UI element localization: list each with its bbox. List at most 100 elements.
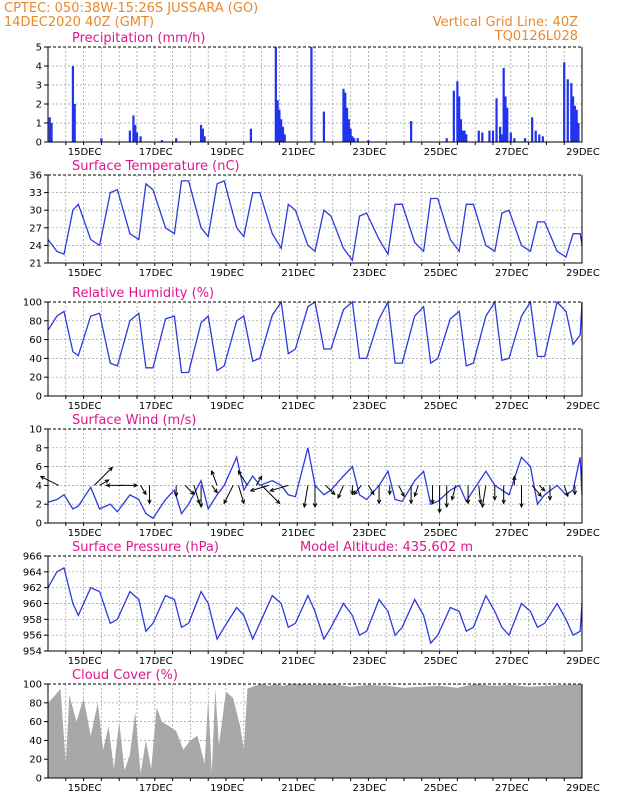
wind-vector [519, 485, 524, 509]
precipitation-xtick-label: 29DEC [566, 147, 600, 158]
precipitation-bar [523, 138, 527, 142]
precipitation-ytick-label: 4 [36, 62, 42, 73]
wind-xtick-label: 19DEC [210, 528, 244, 539]
humidity-xtick-label: 19DEC [210, 401, 244, 412]
wind-vector [465, 485, 471, 505]
temperature-xtick-label: 17DEC [139, 268, 173, 279]
cloud-ytick-label: 20 [29, 755, 42, 766]
wind-vector [223, 485, 234, 505]
precipitation-bar [513, 138, 516, 142]
precipitation-bar [342, 88, 345, 142]
temperature-ytick-label: 24 [29, 241, 42, 252]
cloud-ytick-label: 40 [29, 736, 42, 747]
pressure-ytick-label: 966 [23, 552, 42, 563]
precipitation-bar [566, 79, 569, 142]
wind-ytick-label: 10 [29, 425, 42, 436]
temperature-line [47, 180, 583, 262]
precipitation-bar [499, 126, 502, 142]
precipitation-bar [50, 123, 53, 142]
precipitation-bar [199, 124, 203, 142]
precipitation-xtick-label: 25DEC [424, 147, 458, 158]
precipitation-bar [310, 47, 313, 142]
precipitation-bar [347, 119, 350, 142]
humidity-ytick-label: 100 [23, 298, 42, 309]
precipitation-panel: Precipitation (mm/h) 0 1 2 3 4 5 15DEC 17DEC 19DE… [36, 31, 600, 158]
wind-title: Surface Wind (m/s) [72, 413, 196, 428]
precipitation-bar [491, 130, 495, 142]
cloud-xtick-label: 23DEC [353, 783, 387, 794]
wind-vector [39, 475, 59, 486]
temperature-xtick-label: 21DEC [281, 268, 315, 279]
wind-vector [408, 485, 414, 505]
precipitation-bar [139, 136, 142, 142]
cloud-title: Cloud Cover (%) [72, 668, 178, 683]
wind-ytick-label: 0 [36, 519, 42, 530]
humidity-xtick-label: 29DEC [566, 401, 600, 412]
pressure-xtick-label: 23DEC [353, 656, 387, 667]
wind-frame [47, 429, 583, 524]
header-date: 14DEC2020 40Z (GMT) [4, 15, 154, 30]
cloud-xtick-label: 29DEC [566, 783, 600, 794]
precipitation-bar [477, 130, 480, 142]
temperature-xtick-label: 23DEC [353, 268, 387, 279]
wind-vector [140, 485, 147, 496]
precipitation-bar [506, 107, 509, 142]
header-station: CPTEC: 050:38W-15:26S JUSSARA (GO) [4, 1, 258, 16]
temperature-xtick-label: 19DEC [210, 268, 244, 279]
wind-vector [210, 469, 218, 486]
cloud-xtick-label: 15DEC [68, 783, 102, 794]
precipitation-bar [463, 130, 466, 142]
cloud-panel: Cloud Cover (%) 0 20 40 60 80 100 15DEC 17DEC 19D… [23, 668, 600, 794]
temperature-panel: Surface Temperature (nC) 21 24 27 30 33 36 15DE… [29, 159, 600, 279]
wind-vector [269, 484, 289, 492]
precipitation-title: Precipitation (mm/h) [72, 31, 205, 46]
precipitation-bar [351, 136, 354, 142]
cloud-xtick-label: 27DEC [495, 783, 529, 794]
precipitation-bar [577, 123, 580, 142]
precipitation-ytick-label: 0 [36, 138, 42, 149]
wind-vector [572, 485, 578, 496]
precipitation-bar [541, 136, 544, 142]
humidity-xtick-label: 21DEC [281, 401, 315, 412]
wind-ytick-label: 6 [36, 462, 42, 473]
humidity-xtick-label: 17DEC [139, 401, 173, 412]
humidity-xtick-label: 27DEC [495, 401, 529, 412]
pressure-xtick-label: 29DEC [566, 656, 600, 667]
wind-vector [376, 485, 382, 505]
temperature-title: Surface Temperature (nC) [72, 159, 240, 174]
pressure-xtick-label: 15DEC [68, 656, 102, 667]
precipitation-bar [281, 126, 285, 142]
wind-vector [105, 483, 125, 488]
wind-vector [99, 479, 110, 486]
wind-ytick-label: 4 [36, 481, 42, 492]
pressure-title: Surface Pressure (hPa) [72, 540, 219, 555]
wind-vector [501, 485, 506, 505]
pressure-xtick-label: 25DEC [424, 656, 458, 667]
precipitation-bar [575, 109, 578, 142]
precipitation-bar [175, 138, 178, 142]
pressure-ytick-label: 956 [23, 631, 42, 642]
humidity-xtick-label: 25DEC [424, 401, 458, 412]
wind-vector [237, 470, 248, 486]
precipitation-bar [495, 98, 498, 142]
wind-vector [173, 485, 179, 498]
precipitation-bar [571, 96, 575, 142]
precipitation-bar [456, 81, 459, 142]
humidity-ytick-label: 0 [36, 392, 42, 403]
wind-vector [437, 485, 442, 514]
wind-xtick-label: 29DEC [566, 528, 600, 539]
pressure-xtick-label: 19DEC [210, 656, 244, 667]
humidity-ytick-label: 60 [29, 335, 42, 346]
precipitation-bar [504, 96, 507, 142]
precipitation-bar [203, 136, 206, 142]
precipitation-bar [280, 119, 283, 142]
pressure-panel: Surface Pressure (hPa) Model Altitude: 43… [23, 540, 600, 667]
pressure-ytick-label: 964 [23, 567, 42, 578]
precipitation-bar [322, 111, 326, 142]
pressure-xtick-label: 27DEC [495, 656, 529, 667]
precipitation-bar [344, 92, 347, 142]
header-model: TQ0126L028 [494, 29, 578, 44]
precipitation-bar [48, 117, 51, 142]
wind-vector [492, 485, 497, 501]
